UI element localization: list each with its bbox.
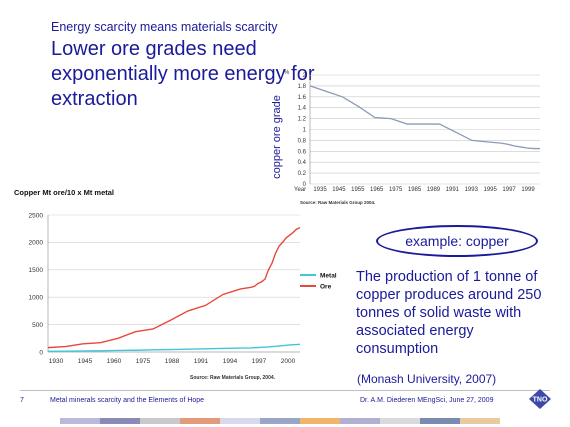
ore-x-ticks: 1930 1945 1960 1975 1988 1991 1994 1997 2000 — [49, 358, 296, 365]
ore-x-tick-label: 1960 — [107, 358, 122, 365]
ore-x-tick-label: 1997 — [252, 358, 267, 365]
ore-x-tick-label: 1975 — [136, 358, 151, 365]
tno-logo: TNO — [529, 389, 551, 409]
grade-x-tick-label: 1991 — [446, 187, 460, 193]
grade-y-tick-label: 0.4 — [298, 160, 307, 166]
ore-y-tick-label: 2000 — [29, 240, 44, 247]
ore-chart-legend: Metal Ore — [300, 273, 337, 291]
grade-y-tick-label: 1.6 — [298, 95, 307, 101]
ore-chart-source: Source: Raw Materials Group, 2004. — [190, 375, 276, 381]
grade-y-axis-label: copper ore grade — [271, 95, 283, 179]
grade-x-tick-label: 1999 — [521, 187, 535, 193]
ore-y-tick-label: 0 — [39, 349, 43, 356]
grade-x-axis-label: Year — [294, 187, 306, 193]
ore-chart-title: Copper Mt ore/10 x Mt metal — [14, 188, 114, 197]
slide-title: Lower ore grades need exponentially more… — [51, 38, 315, 110]
color-strip-segment — [380, 418, 420, 424]
ore-y-tick-label: 1500 — [29, 267, 44, 274]
ore-y-tick-label: 500 — [32, 322, 43, 329]
footer-divider — [20, 390, 550, 391]
grade-series-line — [309, 85, 540, 150]
color-strip-segment — [220, 418, 260, 424]
ore-x-tick-label: 1930 — [49, 358, 64, 365]
ore-x-tick-label: 2000 — [281, 358, 296, 365]
grade-x-tick-label: 1975 — [389, 187, 403, 193]
color-strip-segment — [340, 418, 380, 424]
ore-y-tick-label: 1000 — [29, 295, 44, 302]
grade-x-tick-label: 1985 — [408, 187, 422, 193]
color-strip-segment — [420, 418, 460, 424]
metal-series-line — [47, 343, 301, 353]
footer-author-date: Dr. A.M. Diederen MEngSci, June 27, 2009 — [360, 397, 494, 404]
grade-source: Source: Raw Materials Group 2004. — [300, 200, 375, 205]
ore-grade-chart: % copper ore grade 0 0.2 0.4 0.6 0.8 1 1.2 1.4 1… — [271, 70, 540, 205]
copper-fact-text: The production of 1 tonne of copper prod… — [356, 269, 542, 357]
ore-y-ticks: 0 500 1000 1500 2000 2500 — [29, 212, 44, 356]
footer-presentation-title: Metal minerals scarcity and the Elements… — [50, 397, 205, 404]
legend-label-metal: Metal — [320, 273, 337, 280]
grade-x-tick-label: 1989 — [427, 187, 441, 193]
citation: (Monash University, 2007) — [357, 372, 497, 386]
color-strip-segment — [460, 418, 500, 424]
grade-y-tick-label: 1.4 — [298, 106, 307, 112]
ore-series-line — [47, 226, 301, 349]
ore-y-tick-label: 2500 — [29, 212, 44, 219]
legend-label-ore: Ore — [320, 284, 332, 291]
ore-grid — [47, 214, 300, 353]
grade-x-tick-label: 1945 — [332, 187, 346, 193]
grade-y-tick-label: 1.8 — [298, 84, 307, 90]
color-strip-segment — [260, 418, 300, 424]
color-strip-segment — [100, 418, 140, 424]
example-callout: example: copper — [376, 225, 538, 257]
slide-kicker: Energy scarcity means materials scarcity — [51, 20, 278, 34]
ore-x-tick-label: 1988 — [165, 358, 180, 365]
grade-x-tick-label: 1995 — [484, 187, 498, 193]
grade-unit-label: % — [284, 70, 290, 76]
ore-x-tick-label: 1945 — [78, 358, 93, 365]
grade-y-tick-label: 0.2 — [298, 171, 307, 177]
grade-grid — [309, 74, 540, 185]
color-strip-segment — [60, 418, 100, 424]
grade-x-tick-label: 1935 — [313, 187, 327, 193]
ore-x-tick-label: 1991 — [194, 358, 209, 365]
grade-y-ticks: 0 0.2 0.4 0.6 0.8 1 1.2 1.4 1.6 1.8 2 — [298, 73, 307, 188]
grade-y-tick-label: 1.2 — [298, 117, 307, 123]
tno-logo-text: TNO — [533, 397, 548, 404]
page-number: 7 — [20, 397, 24, 404]
ore-x-tick-label: 1994 — [223, 358, 238, 365]
color-strip-segment — [180, 418, 220, 424]
color-strip-segment — [140, 418, 180, 424]
grade-y-tick-label: 1 — [303, 128, 307, 134]
grade-x-tick-label: 1997 — [502, 187, 516, 193]
grade-x-ticks: 1935 1945 1955 1965 1975 1985 1989 1991 1993 1995… — [313, 187, 535, 193]
grade-x-tick-label: 1965 — [370, 187, 384, 193]
grade-y-tick-label: 0.6 — [298, 149, 307, 155]
grade-x-tick-label: 1955 — [351, 187, 365, 193]
grade-y-tick-label: 0 — [303, 182, 307, 188]
color-strip-segment — [300, 418, 340, 424]
grade-x-tick-label: 1993 — [465, 187, 479, 193]
ore-metal-chart: Copper Mt ore/10 x Mt metal 0 500 1000 1500… — [14, 188, 337, 381]
footer-color-strip — [60, 418, 500, 424]
grade-y-tick-label: 0.8 — [298, 138, 307, 144]
grade-y-tick-label: 2 — [303, 73, 307, 79]
